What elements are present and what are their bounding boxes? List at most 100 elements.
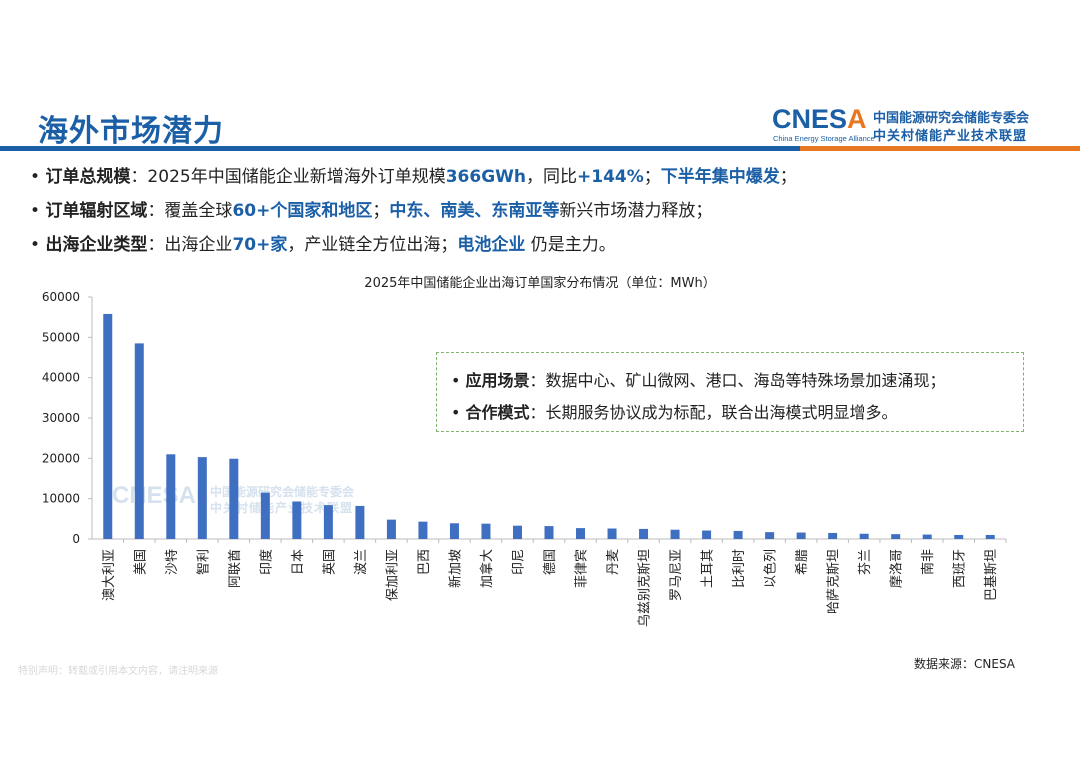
category-label: 美国 (133, 549, 148, 575)
summary-bullet: • 订单总规模：2025年中国储能企业新增海外订单规模366GWh，同比+144… (30, 164, 1050, 198)
bullet-text: 仍是主力。 (525, 235, 616, 255)
category-label: 乌兹别克斯坦 (637, 549, 653, 627)
watermark: CNESA 中国能源研究会储能专委会 中关村储能产业技术联盟 (112, 482, 412, 516)
bar (449, 523, 459, 539)
category-label: 摩洛哥 (889, 549, 905, 588)
category-label: 波兰 (354, 549, 369, 575)
bar (386, 519, 396, 539)
bullet-label: 订单总规模 (45, 167, 131, 187)
summary-bullet: • 出海企业类型：出海企业70+家，产业链全方位出海；电池企业 仍是主力。 (30, 232, 1050, 266)
y-tick-label: 20000 (42, 451, 80, 465)
bar (733, 530, 743, 539)
category-label: 菲律宾 (574, 549, 590, 588)
y-tick-label: 0 (72, 532, 80, 546)
bar (418, 521, 428, 539)
bar (922, 534, 932, 539)
title-divider (0, 146, 1080, 151)
bullet-label: 订单辐射区域 (45, 201, 148, 221)
logo-cn-line1: 中国能源研究会储能专委会 (873, 111, 1030, 126)
bullet-text: ； (372, 201, 390, 221)
bar (954, 534, 964, 539)
title-divider-blue (0, 146, 800, 151)
watermark-cn-line2: 中关村储能产业技术联盟 (210, 501, 354, 515)
bullet-highlight: 下半年集中爆发 (660, 167, 780, 187)
bar (544, 526, 554, 539)
summary-bullet: • 订单辐射区域：覆盖全球60+个国家和地区；中东、南美、东南亚等新兴市场潜力释… (30, 198, 1050, 232)
bullet-text: ，同比 (526, 167, 577, 187)
bar (859, 533, 869, 539)
logo-wordmark: CNESA (772, 104, 867, 134)
bar (292, 501, 302, 539)
category-label: 印度 (258, 549, 274, 575)
bullet-highlight: 60+个国家和地区 (232, 201, 373, 221)
y-tick-label: 60000 (42, 290, 80, 304)
bar (796, 532, 806, 539)
bar (134, 343, 144, 539)
category-label: 保加利亚 (385, 549, 400, 601)
category-label: 巴基斯坦 (984, 549, 999, 601)
callout-box: • 应用场景：数据中心、矿山微网、港口、海岛等特殊场景加速涌现； • 合作模式：长… (436, 352, 1024, 432)
logo-cn-line2: 中关村储能产业技术联盟 (873, 129, 1028, 144)
category-label: 智利 (196, 549, 211, 575)
bullet-text: ； (643, 167, 661, 187)
category-label: 日本 (291, 549, 306, 575)
bar (670, 529, 680, 539)
bullet-highlight: 366GWh (445, 167, 526, 187)
callout-dot: • (451, 371, 466, 390)
bar (891, 534, 901, 539)
bar (828, 532, 838, 539)
cnesa-logo: CNESA China Energy Storage Alliance 中国能源… (772, 104, 1052, 144)
chart-title: 2025年中国储能企业出海订单国家分布情况（单位：MWh） (364, 276, 716, 291)
bar (607, 528, 617, 539)
bullet-highlight: 电池企业 (457, 235, 526, 255)
bar-chart: 0 10000 20000 30000 40000 50000 60000 澳大利亚 美国 沙特智… (42, 290, 1007, 627)
bullet-highlight: 70+家 (232, 235, 288, 255)
callout-label: 合作模式 (465, 403, 530, 422)
logo-subtitle: China Energy Storage Alliance (773, 134, 875, 143)
y-tick-label: 10000 (42, 492, 80, 506)
watermark-cn-line1: 中国能源研究会储能专委会 (210, 485, 355, 499)
category-label: 比利时 (732, 549, 747, 588)
bar (481, 523, 491, 539)
data-source: 数据来源：CNESA (914, 657, 1015, 671)
bullet-label: 出海企业类型 (45, 235, 148, 255)
callout-item: • 应用场景：数据中心、矿山微网、港口、海岛等特殊场景加速涌现； (451, 367, 946, 391)
y-tick-label: 40000 (42, 371, 80, 385)
bar (323, 505, 333, 539)
bar (512, 525, 522, 539)
bullet-dot: • (30, 167, 46, 187)
bullet-text: ：覆盖全球 (147, 201, 233, 221)
category-label: 澳大利亚 (101, 549, 117, 601)
category-label: 土耳其 (701, 549, 716, 588)
callout-dot: • (451, 403, 466, 422)
category-label: 英国 (322, 549, 337, 575)
category-label: 加拿大 (479, 549, 495, 588)
callout-text: ：长期服务协议成为标配，联合出海模式明显增多。 (529, 403, 898, 422)
category-label: 南非 (920, 549, 936, 575)
bar (639, 528, 649, 539)
bar (229, 458, 239, 539)
bar (260, 492, 270, 539)
category-label: 新加坡 (447, 549, 463, 588)
bullet-highlight: +144% (577, 167, 644, 187)
title-divider-orange (800, 146, 1080, 151)
bar (166, 454, 176, 539)
category-label: 丹麦 (606, 549, 621, 575)
page-title: 海外市场潜力 (38, 114, 224, 149)
callout-label: 应用场景 (465, 371, 530, 390)
bullet-text: ：2025年中国储能企业新增海外订单规模 (130, 167, 446, 187)
callout-item: • 合作模式：长期服务协议成为标配，联合出海模式明显增多。 (451, 399, 898, 423)
bar (103, 313, 113, 539)
bar (765, 532, 775, 539)
category-label: 巴西 (417, 549, 432, 575)
disclaimer: 特别声明：转载或引用本文内容，请注明来源 (18, 666, 218, 677)
bullet-highlight: 中东、南美、东南亚等 (389, 201, 560, 221)
bullet-dot: • (30, 201, 46, 221)
bar (985, 534, 995, 539)
category-label: 哈萨克斯坦 (827, 549, 842, 614)
category-label: 印尼 (511, 549, 526, 575)
category-label: 阿联酋 (227, 549, 243, 588)
category-label: 以色列 (763, 549, 779, 588)
category-label: 德国 (543, 549, 558, 575)
y-tick-label: 50000 (42, 330, 80, 344)
